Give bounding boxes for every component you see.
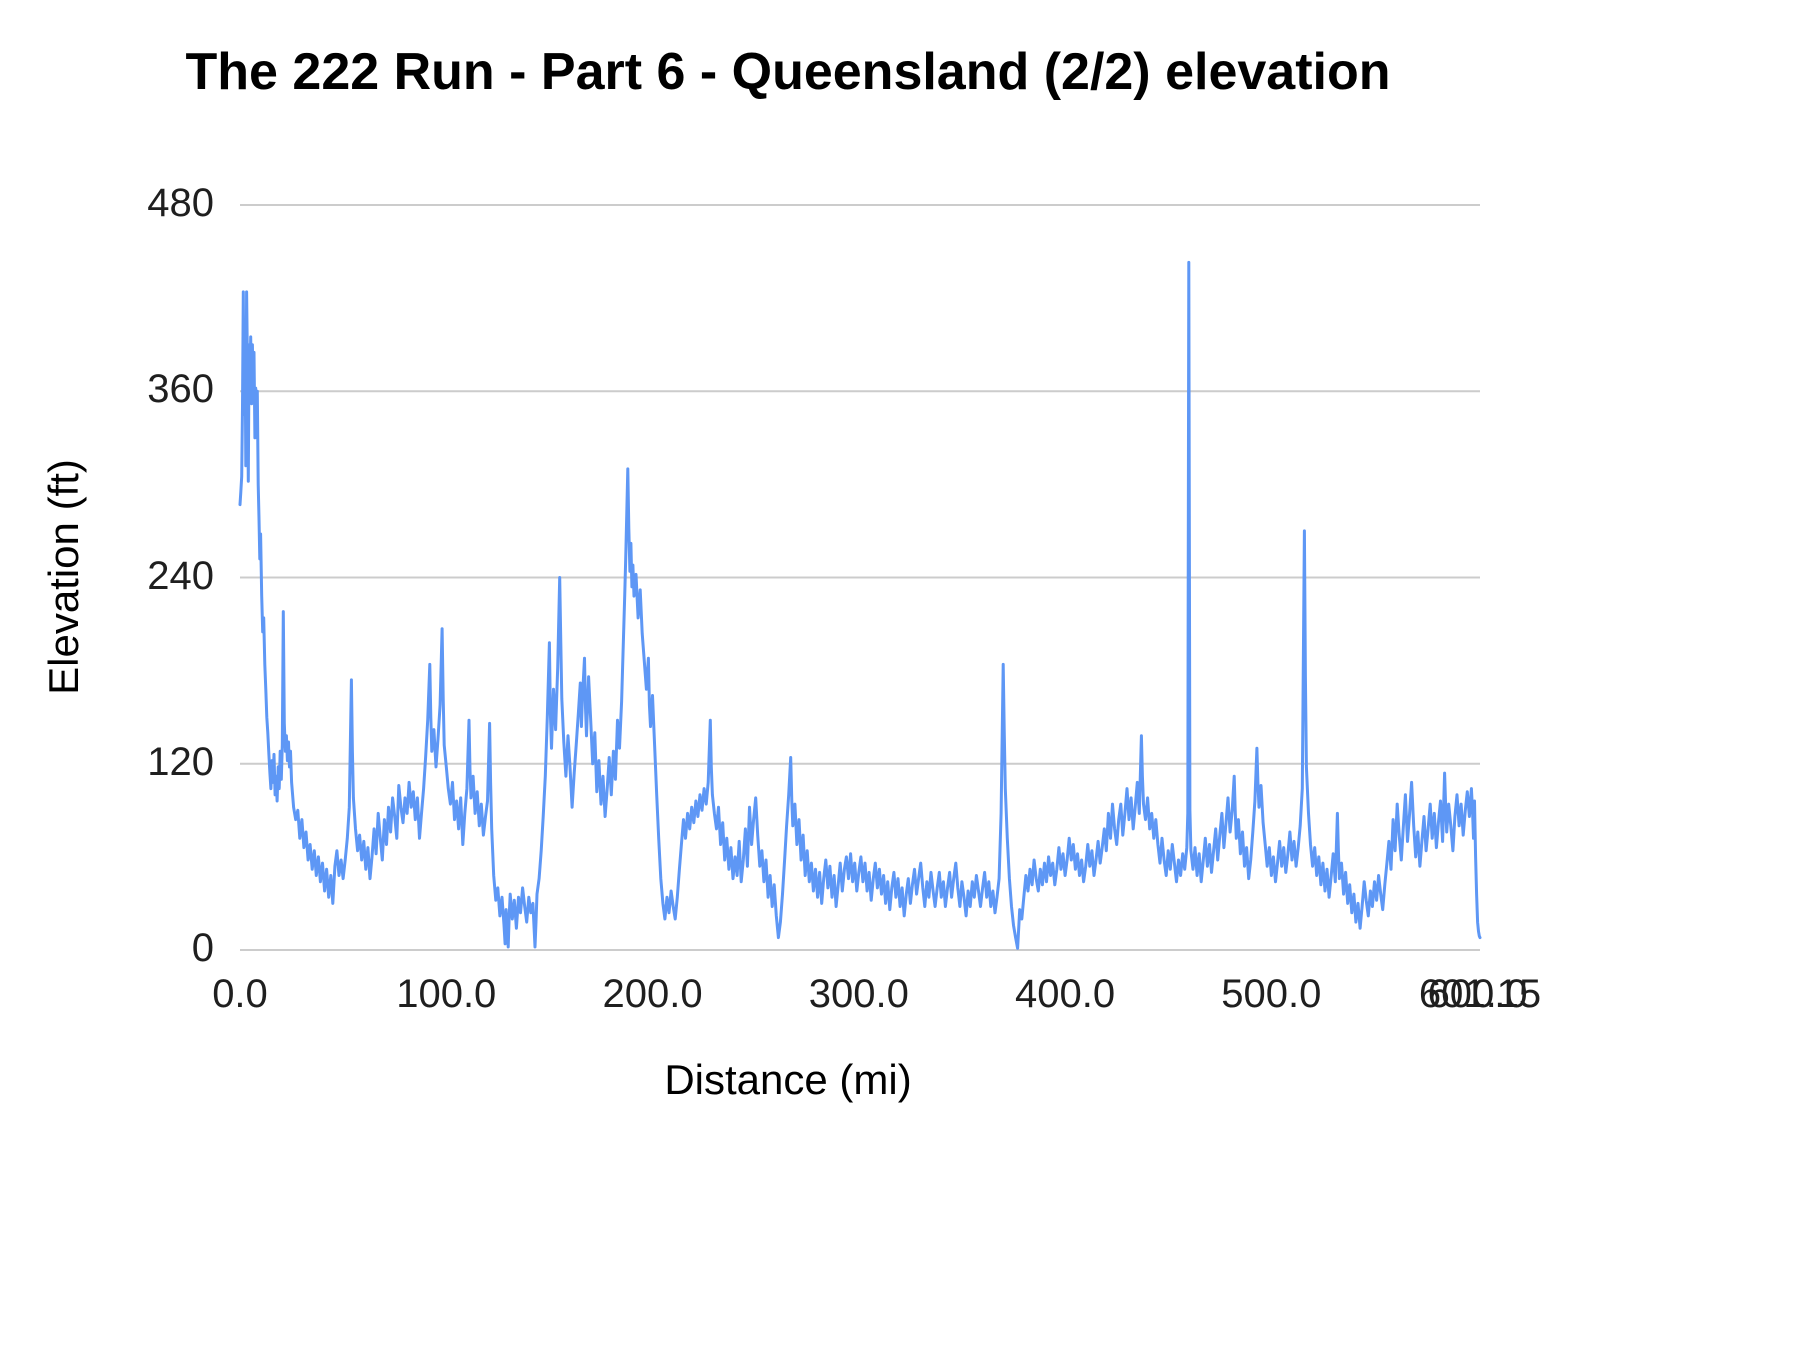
x-tick-label-600.0: 600.0 [1427, 972, 1528, 1016]
x-tick-label-400.0: 400.0 [1015, 972, 1116, 1016]
y-tick-label-360: 360 [147, 367, 214, 412]
chart-title: The 222 Run - Part 6 - Queensland (2/2) … [185, 43, 1391, 101]
x-axis-title: Distance (mi) [664, 1056, 912, 1103]
elevation-series-line [238, 260, 1482, 950]
x-tick-label-200.0: 200.0 [602, 972, 703, 1016]
x-tick-label-601.15: 601.15 [1418, 972, 1542, 1016]
x-tick-label-100.0: 100.0 [396, 972, 497, 1016]
x-tick-label-0.0: 0.0 [212, 972, 268, 1016]
y-tick-label-0: 0 [191, 926, 214, 970]
y-tick-label-120: 120 [147, 739, 214, 784]
y-tick-label-240: 240 [147, 553, 214, 598]
y-tick-label-480: 480 [147, 181, 214, 225]
x-tick-label-500.0: 500.0 [1221, 972, 1322, 1016]
x-tick-label-300.0: 300.0 [808, 972, 909, 1016]
